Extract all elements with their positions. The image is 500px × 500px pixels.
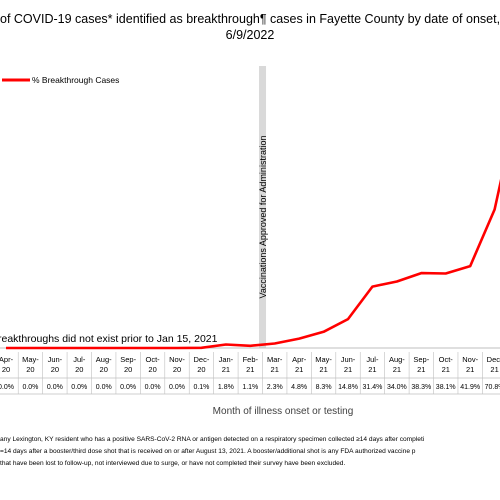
table-value: 0.0% <box>22 384 38 391</box>
x-tick-label-year: 20 <box>197 365 205 374</box>
vaccination-approval-marker <box>259 66 267 348</box>
table-value: 41.9% <box>460 384 480 391</box>
x-tick-label: Dec- <box>194 355 210 364</box>
table-value: 70.8% <box>485 384 500 391</box>
x-tick-label-year: 21 <box>344 365 352 374</box>
x-tick-label-year: 21 <box>295 365 303 374</box>
x-tick-label-year: 21 <box>246 365 254 374</box>
chart-subtitle-date: 6/9/2022 <box>225 28 275 42</box>
x-tick-label: Jun- <box>341 355 356 364</box>
x-axis-label: Month of illness onset or testing <box>213 406 354 417</box>
table-value: 1.1% <box>242 384 258 391</box>
x-tick-label: May- <box>22 355 39 364</box>
table-value: 38.1% <box>436 384 456 391</box>
x-tick-label-year: 21 <box>417 365 425 374</box>
table-value: 0.1% <box>193 384 209 391</box>
x-tick-label-year: 21 <box>222 365 230 374</box>
x-tick-label: Apr- <box>0 355 14 364</box>
x-tick-label-year: 21 <box>271 365 279 374</box>
x-tick-label-year: 20 <box>51 365 59 374</box>
x-tick-label: Sep- <box>413 355 429 364</box>
x-tick-label-year: 20 <box>100 365 108 374</box>
footnote-line-3: that have been lost to follow-up, not in… <box>0 460 346 467</box>
table-value: 8.3% <box>316 384 332 391</box>
table-value: 0.0% <box>169 384 185 391</box>
x-tick-label: Nov- <box>169 355 185 364</box>
x-tick-label-year: 21 <box>319 365 327 374</box>
x-tick-label: Dec- <box>487 355 500 364</box>
x-tick-label: Feb- <box>243 355 259 364</box>
x-tick-label-year: 21 <box>393 365 401 374</box>
footnote-line-2: =14 days after a booster/third dose shot… <box>0 448 416 455</box>
table-value: 0.0% <box>0 384 14 391</box>
x-tick-label-year: 20 <box>2 365 10 374</box>
x-tick-label: Jan- <box>219 355 234 364</box>
table-value: 0.0% <box>47 384 63 391</box>
x-tick-label: Aug- <box>389 355 405 364</box>
table-value: 31.4% <box>363 384 383 391</box>
table-value: 38.3% <box>411 384 431 391</box>
table-value: 0.0% <box>145 384 161 391</box>
table-value: 2.3% <box>267 384 283 391</box>
x-tick-label-year: 20 <box>173 365 181 374</box>
no-breakthrough-annotation: reakthroughs did not exist prior to Jan … <box>0 333 218 345</box>
x-tick-label: Apr- <box>292 355 307 364</box>
x-tick-label-year: 20 <box>75 365 83 374</box>
x-tick-label-year: 20 <box>124 365 132 374</box>
x-tick-label: Jun- <box>48 355 63 364</box>
x-tick-label: Oct- <box>145 355 160 364</box>
footnote-line-1: any Lexington, KY resident who has a pos… <box>0 436 425 443</box>
table-value: 34.0% <box>387 384 407 391</box>
table-value: 0.0% <box>96 384 112 391</box>
x-tick-label-year: 21 <box>490 365 498 374</box>
table-value: 0.0% <box>71 384 87 391</box>
x-tick-label: Nov- <box>462 355 478 364</box>
x-tick-label-year: 20 <box>148 365 156 374</box>
x-tick-label: May- <box>315 355 332 364</box>
x-tick-label: Jul- <box>73 355 86 364</box>
legend-label: % Breakthrough Cases <box>32 75 119 85</box>
x-tick-label: Oct- <box>439 355 454 364</box>
x-tick-label-year: 21 <box>368 365 376 374</box>
table-value: 4.8% <box>291 384 307 391</box>
x-tick-label-year: 21 <box>442 365 450 374</box>
table-value: 0.0% <box>120 384 136 391</box>
x-tick-label: Jul- <box>366 355 379 364</box>
x-tick-label: Aug- <box>96 355 112 364</box>
chart-title: of COVID-19 cases* identified as breakth… <box>0 12 500 26</box>
x-tick-label: Mar- <box>267 355 283 364</box>
series-line-breakthrough <box>6 178 500 350</box>
table-value: 1.8% <box>218 384 234 391</box>
x-tick-label-year: 20 <box>26 365 34 374</box>
vaccination-approval-label: Vaccinations Approved for Administration <box>258 136 268 299</box>
x-tick-label: Sep- <box>120 355 136 364</box>
x-tick-label-year: 21 <box>466 365 474 374</box>
table-value: 14.8% <box>338 384 358 391</box>
